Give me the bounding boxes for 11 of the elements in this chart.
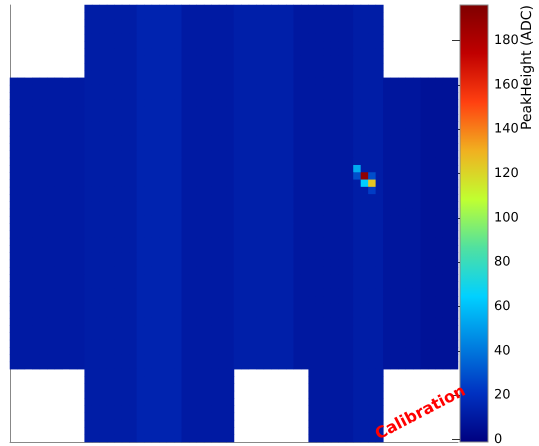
color-bar-label: 60 (494, 298, 511, 314)
color-bar-label: 0 (494, 432, 502, 446)
color-bar-label: 40 (494, 343, 511, 358)
color-bar-title: PeakHeight (ADC) (519, 5, 535, 130)
color-bar-label: 80 (494, 254, 511, 270)
color-bar-label: 100 (494, 210, 519, 226)
color-bar-label: 120 (494, 166, 519, 181)
color-bar-label: 140 (494, 122, 519, 137)
color-bar-label: 160 (494, 77, 519, 92)
color-bar-label: 20 (494, 388, 511, 403)
color-bar-label: 180 (494, 32, 519, 48)
